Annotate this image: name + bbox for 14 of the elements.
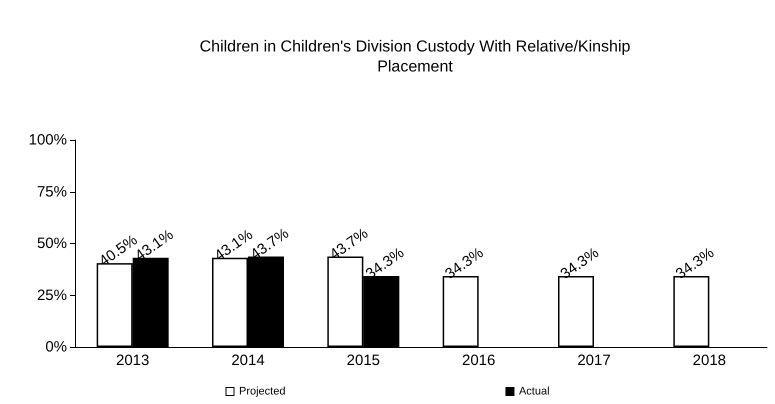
y-tick-label: 100% — [28, 132, 67, 148]
legend-label: Actual — [518, 386, 550, 398]
y-tick-label: 75% — [36, 183, 67, 200]
x-tick-label: 2016 — [462, 352, 496, 369]
y-tick-label: 25% — [36, 286, 67, 304]
chart-title: Children in Children's Division Custody With Relative/Kinship Placement — [200, 38, 630, 76]
y-tick-label: 50% — [36, 235, 67, 252]
x-tick-label: 2015 — [346, 352, 380, 369]
y-tick-label: 0% — [45, 338, 67, 356]
x-tick-label: 2017 — [577, 352, 611, 369]
legend-label: Projected — [238, 386, 286, 398]
x-tick-label: 2013 — [116, 352, 150, 369]
x-tick-label: 2014 — [231, 352, 265, 369]
x-tick-label: 2018 — [692, 352, 726, 369]
